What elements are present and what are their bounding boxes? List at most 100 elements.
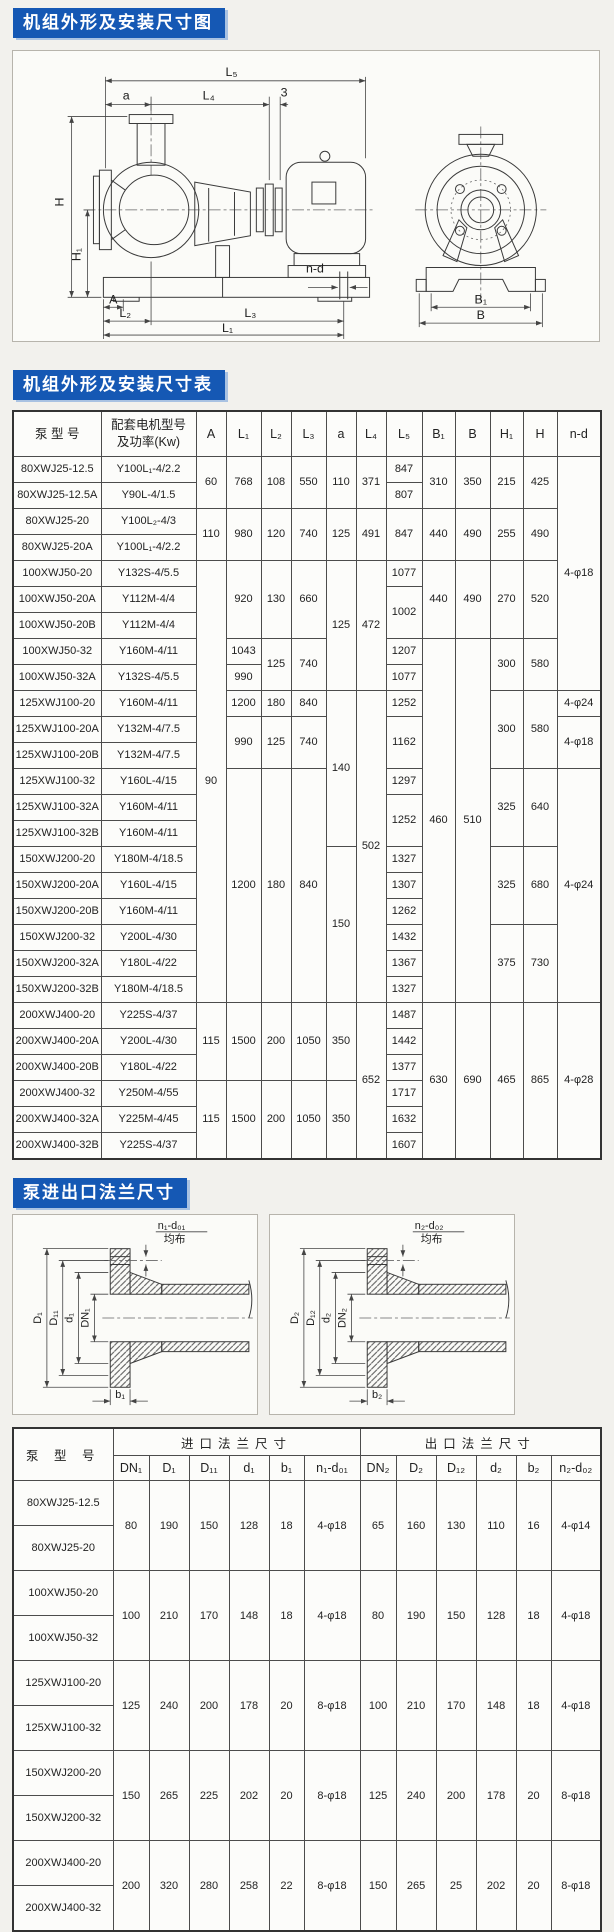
value-cell: 178 (475, 1750, 517, 1841)
pump-model-cell: 125XWJ100-32B (12, 820, 102, 847)
value-cell: Y180L-4/22 (100, 950, 197, 977)
value-cell: 125 (325, 560, 357, 691)
pump-model-cell: 80XWJ25-12.5 (12, 1480, 114, 1526)
value-cell: 140 (325, 690, 357, 847)
value-cell: 465 (489, 1002, 524, 1160)
table-row: 125XWJ100-32B Y160M-4/11 (12, 820, 601, 847)
col-header-b1c: b₁ (268, 1455, 305, 1481)
value-cell: 200 (435, 1750, 477, 1841)
value-cell: 265 (395, 1840, 437, 1932)
inlet-D-label: D₁ (32, 1312, 44, 1324)
col-header-a: a (325, 410, 357, 457)
value-cell: 1487 (385, 1002, 423, 1029)
value-cell: 320 (148, 1840, 190, 1932)
value-cell: 310 (421, 456, 456, 509)
col-header-D2c: D₂ (395, 1455, 437, 1481)
value-cell: 200 (112, 1840, 150, 1932)
col-header-d2c: d₂ (475, 1455, 517, 1481)
value-cell: 255 (489, 508, 524, 561)
table-row: 125XWJ100-32A Y160M-4/11 1252 (12, 794, 601, 847)
value-cell: 60 (195, 456, 227, 509)
value-cell: 1207 (385, 638, 423, 665)
value-cell: 125 (260, 638, 292, 691)
value-cell: 1297 (385, 768, 423, 795)
inlet-flange-panel: n₁-d₀₁ 均布 D₁ D₁₁ d₁ DN₁ (12, 1214, 258, 1415)
value-cell: 1607 (385, 1132, 423, 1160)
pump-model-cell: 100XWJ50-32 (12, 1615, 114, 1661)
value-cell: Y132M-4/7.5 (100, 716, 197, 743)
value-cell: 990 (225, 716, 262, 769)
col-header-b2c: b₂ (515, 1455, 552, 1481)
value-cell: 4-φ24 (556, 768, 602, 1003)
value-cell: 125 (260, 716, 292, 769)
table-row: 80XWJ25-12.5A Y90L-4/1.5 807 (12, 482, 601, 509)
value-cell: 128 (475, 1570, 517, 1661)
value-cell: 740 (290, 716, 327, 769)
value-cell: 490 (454, 560, 491, 639)
value-cell: 491 (355, 508, 387, 561)
value-cell: 180 (260, 690, 292, 717)
value-cell: Y160M-4/11 (100, 794, 197, 821)
value-cell: 270 (489, 560, 524, 639)
pump-model-cell: 200XWJ400-32 (12, 1080, 102, 1107)
col-header-DN1: DN₁ (112, 1455, 150, 1481)
value-cell: 4-φ14 (550, 1480, 602, 1571)
dimension-table-header-row: 泵 型 号 配套电机型号 及功率(Kw) A L₁ L₂ L₃ a L₄ L₅ … (12, 410, 602, 457)
value-cell: 840 (290, 690, 327, 717)
value-cell: 990 (225, 664, 262, 691)
flange-col-header-model: 泵 型 号 (12, 1427, 114, 1481)
outlet-junbu-label: 均布 (421, 1233, 443, 1246)
outlet-flange-diagram: n₂-d₀₂ 均布 D₂ D₁₂ d₂ DN₂ (289, 1220, 510, 1406)
value-cell: 1002 (385, 586, 423, 639)
col-header-nd: n-d (556, 410, 602, 457)
value-cell: 202 (475, 1840, 517, 1932)
value-cell: 150 (325, 846, 357, 1003)
value-cell: 18 (268, 1480, 305, 1571)
pump-model-cell: 100XWJ50-20 (12, 560, 102, 587)
pump-model-cell: 200XWJ400-20A (12, 1028, 102, 1055)
value-cell: 325 (489, 846, 524, 925)
value-cell: 210 (395, 1660, 437, 1751)
value-cell: Y132S-4/5.5 (100, 560, 197, 587)
value-cell: Y132S-4/5.5 (100, 664, 197, 691)
value-cell: 1500 (225, 1080, 262, 1160)
value-cell: Y180M-4/18.5 (100, 976, 197, 1003)
value-cell: 280 (188, 1840, 230, 1932)
value-cell: 215 (489, 456, 524, 509)
value-cell: Y100L₂-4/3 (100, 508, 197, 535)
col-header-D11: D₁₁ (188, 1455, 230, 1481)
outlet-D-label: D₂ (289, 1312, 301, 1324)
value-cell: 768 (225, 456, 262, 509)
value-cell: 1632 (385, 1106, 423, 1133)
value-cell: 510 (454, 638, 491, 1003)
table-row: 80XWJ25-12.5 80 190 150 128 18 4-φ18 65 160 130 11… (12, 1480, 602, 1571)
value-cell: 25 (435, 1840, 477, 1932)
value-cell: 300 (489, 638, 524, 691)
pump-model-cell: 100XWJ50-20A (12, 586, 102, 613)
value-cell: 80 (112, 1480, 150, 1571)
value-cell: 1442 (385, 1028, 423, 1055)
value-cell: 18 (515, 1570, 552, 1661)
value-cell: 180 (260, 768, 292, 1003)
inlet-DN-label: DN₁ (79, 1308, 91, 1328)
flange-table-group-row: 泵 型 号 进口法兰尺寸 出口法兰尺寸 (12, 1427, 602, 1481)
value-cell: 807 (385, 482, 423, 509)
value-cell: 1077 (385, 560, 423, 587)
col-header-D12: D₁₂ (435, 1455, 477, 1481)
table-row: 150XWJ200-20B Y160M-4/11 1262 (12, 898, 601, 925)
value-cell: 128 (228, 1480, 270, 1571)
value-cell: 325 (489, 768, 524, 847)
col-header-B: B (454, 410, 491, 457)
flange-diagrams: n₁-d₀₁ 均布 D₁ D₁₁ d₁ DN₁ (12, 1214, 614, 1415)
value-cell: 150 (435, 1570, 477, 1661)
table-row: 100XWJ50-32A Y132S-4/5.5 990 1077 (12, 664, 601, 691)
pump-model-cell: 125XWJ100-32 (12, 768, 102, 795)
value-cell: 4-φ18 (550, 1570, 602, 1661)
value-cell: 4-φ18 (550, 1660, 602, 1751)
pump-model-cell: 80XWJ25-20A (12, 534, 102, 561)
value-cell: 1200 (225, 768, 262, 1003)
col-header-A: A (195, 410, 227, 457)
value-cell: 1200 (225, 690, 262, 717)
pump-model-cell: 125XWJ100-20A (12, 716, 102, 743)
col-header-n1d01: n₁-d₀₁ (303, 1455, 361, 1481)
